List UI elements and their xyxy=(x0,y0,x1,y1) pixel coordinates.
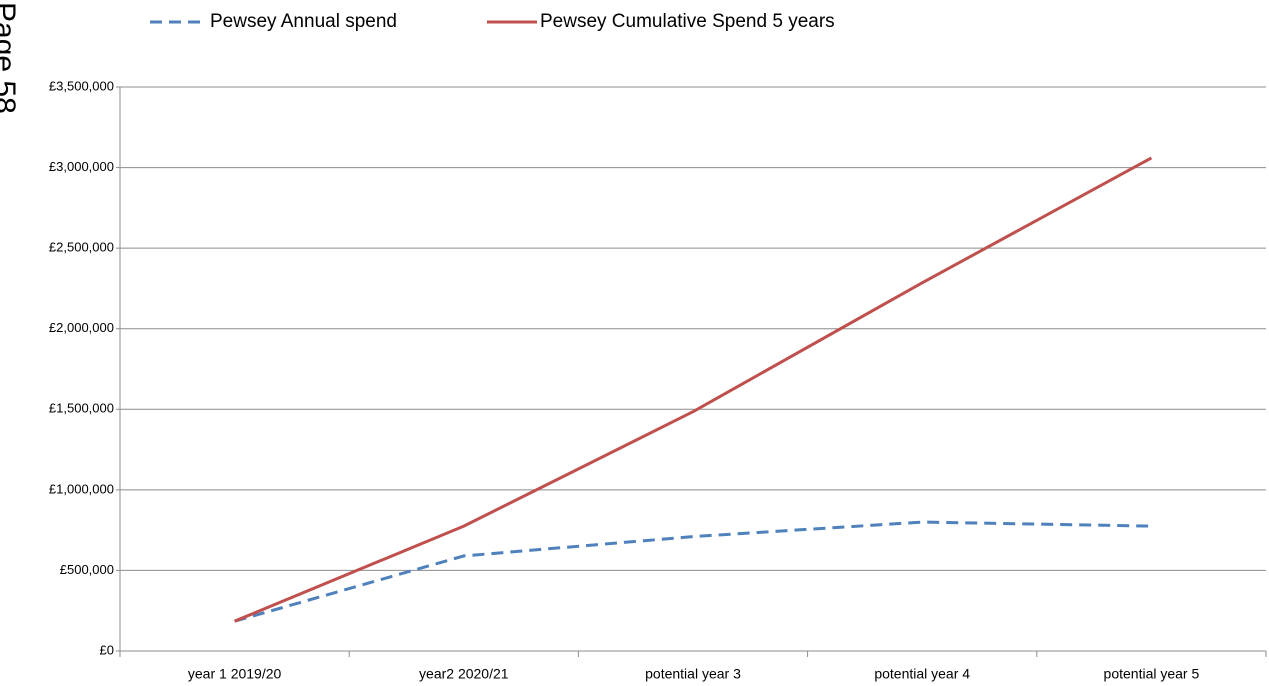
x-tick-label: potential year 3 xyxy=(645,666,741,682)
y-tick-label: £3,500,000 xyxy=(49,78,114,93)
x-tick-label: potential year 4 xyxy=(874,666,970,682)
page-label: Page 58 xyxy=(0,2,21,114)
y-tick-label: £0 xyxy=(100,642,114,657)
x-tick-label: potential year 5 xyxy=(1104,666,1200,682)
y-tick-label: £2,000,000 xyxy=(49,320,114,335)
y-tick-label: £2,500,000 xyxy=(49,240,114,255)
y-tick-label: £3,000,000 xyxy=(49,159,114,174)
y-tick-label: £500,000 xyxy=(60,562,114,577)
x-tick-label: year 1 2019/20 xyxy=(188,666,282,682)
legend-label: Pewsey Cumulative Spend 5 years xyxy=(540,11,835,32)
y-tick-label: £1,000,000 xyxy=(49,481,114,496)
y-tick-label: £1,500,000 xyxy=(49,401,114,416)
series-line xyxy=(234,156,1153,623)
x-tick-label: year2 2020/21 xyxy=(419,666,509,682)
legend-label: Pewsey Annual spend xyxy=(210,11,397,32)
series-line xyxy=(234,520,1152,623)
